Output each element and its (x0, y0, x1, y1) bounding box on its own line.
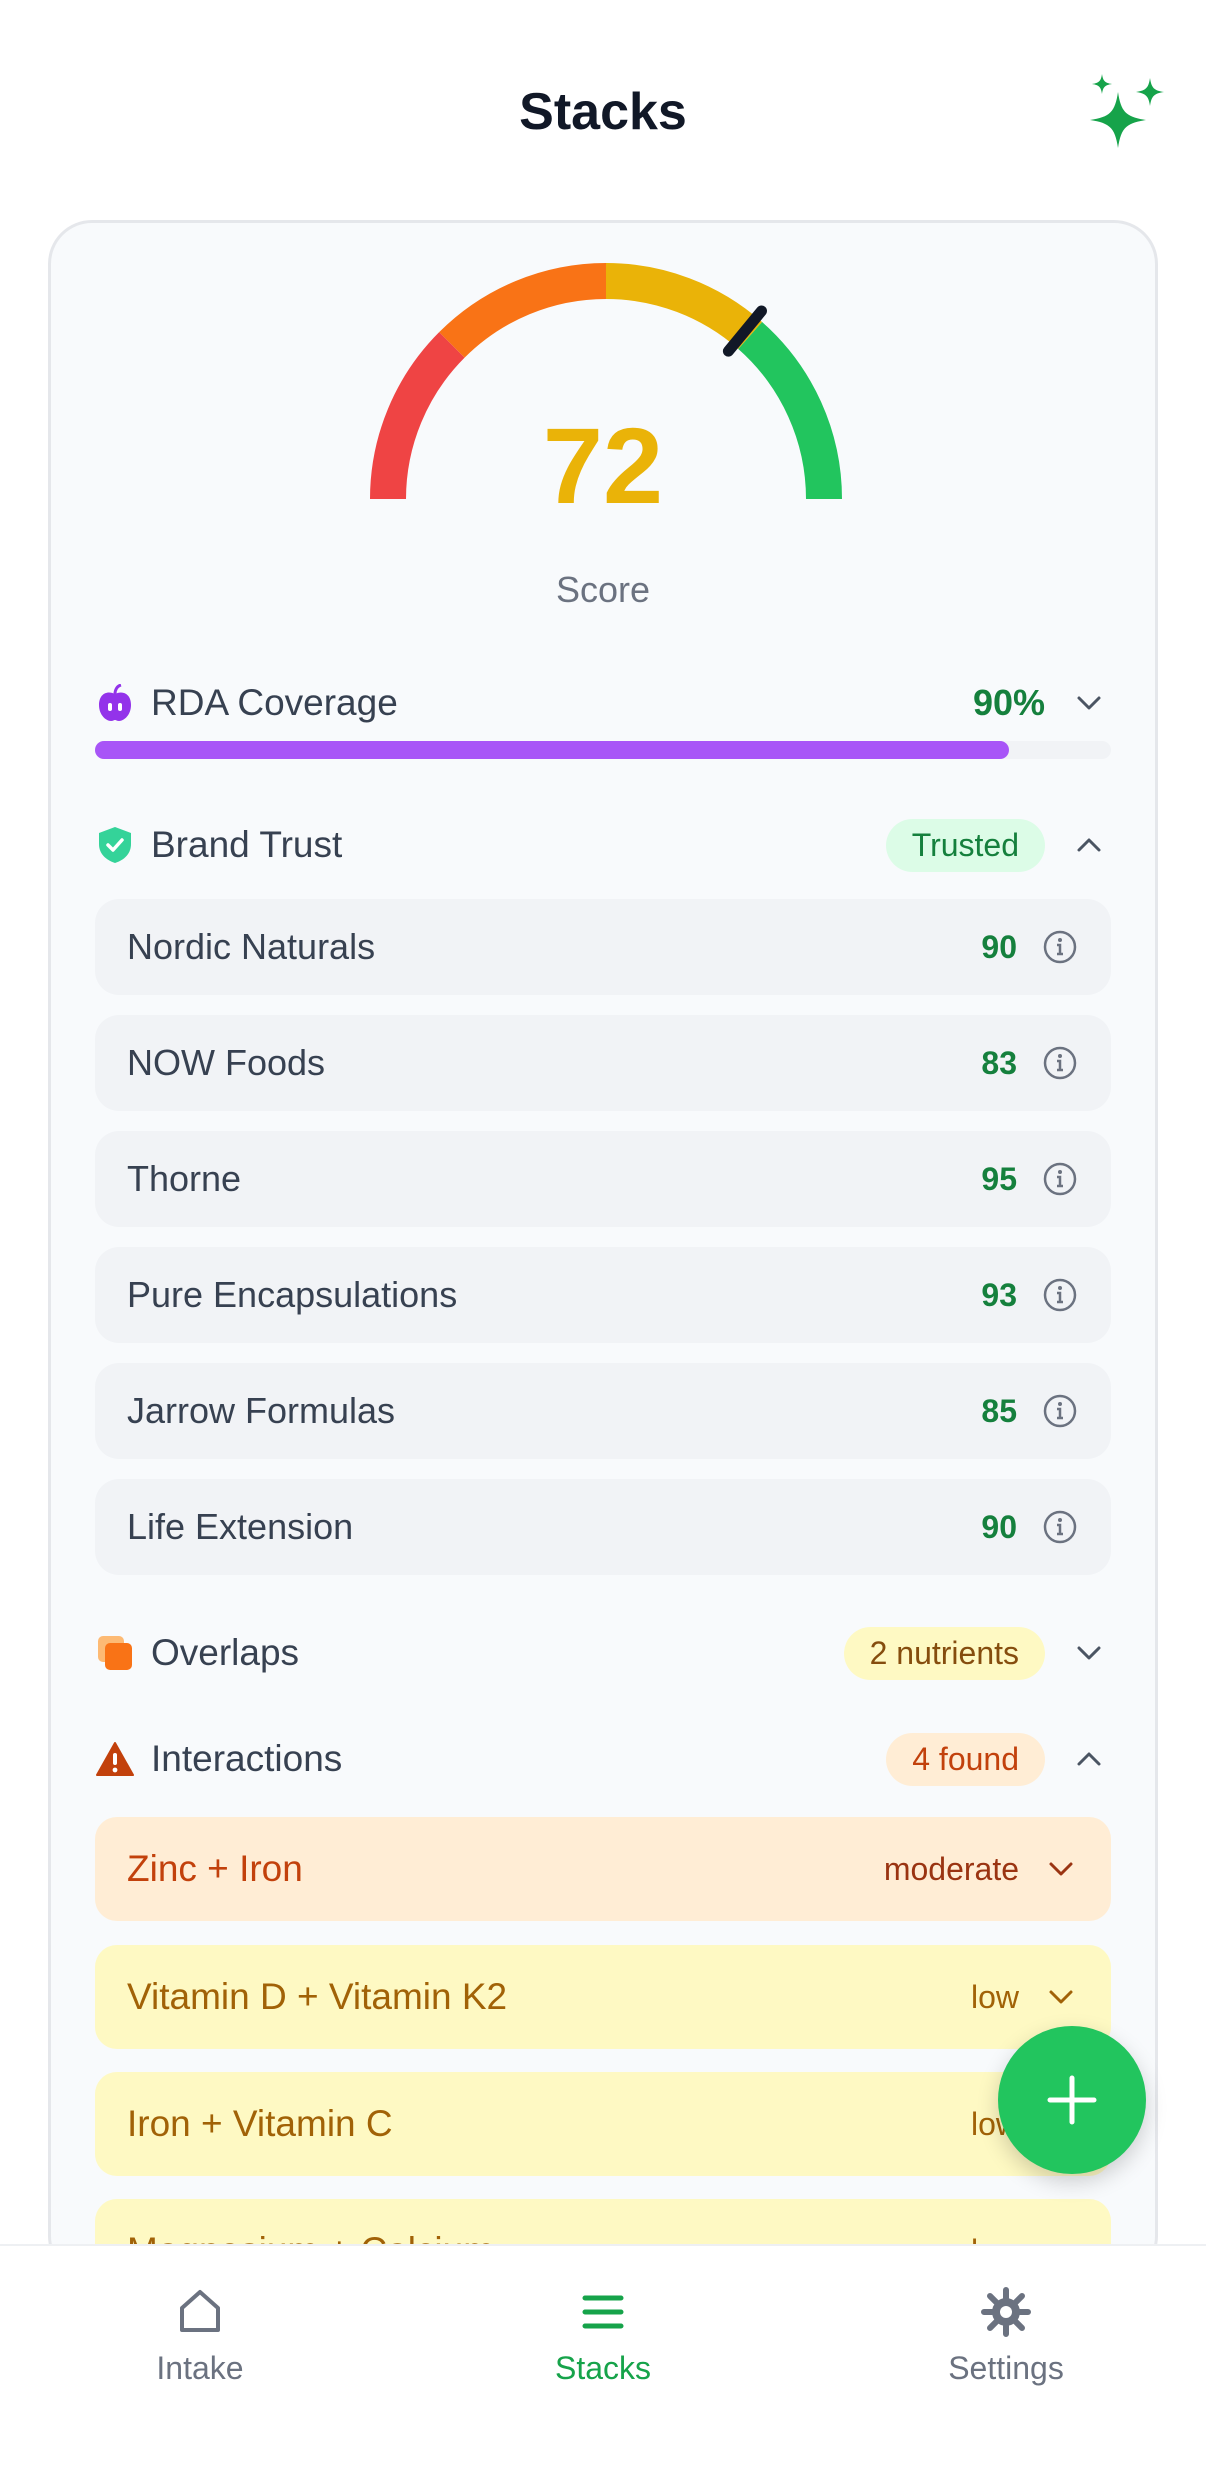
chevron-up-icon[interactable] (1067, 823, 1111, 867)
brand-score: 83 (981, 1044, 1017, 1081)
brand-row: NOW Foods 83 (95, 1015, 1111, 1111)
brand-name: Pure Encapsulations (127, 1274, 458, 1315)
rda-coverage-header[interactable]: RDA Coverage 90% (95, 673, 1111, 733)
shield-check-icon (95, 825, 135, 865)
tab-label: Settings (948, 2350, 1064, 2386)
chevron-down-icon[interactable] (1067, 1631, 1111, 1675)
warning-icon (95, 1739, 135, 1779)
interaction-severity: low (970, 1978, 1019, 2015)
score-gauge (370, 263, 842, 500)
interaction-name: Zinc + Iron (127, 1848, 303, 1889)
brand-name: Nordic Naturals (127, 926, 376, 967)
interaction-row[interactable]: Zinc + Iron moderate (95, 1817, 1111, 1921)
tab-label: Stacks (554, 2350, 652, 2386)
brand-score: 90 (981, 1508, 1017, 1545)
brand-row: Life Extension 90 (95, 1479, 1111, 1575)
brand-score: 85 (981, 1392, 1017, 1429)
header: Stacks (0, 0, 1206, 220)
brand-score: 95 (981, 1160, 1017, 1197)
gauge-segment-red (370, 332, 465, 500)
info-icon[interactable] (1041, 1276, 1079, 1314)
tab-stacks[interactable]: Stacks (453, 2286, 753, 2387)
chevron-down-icon[interactable] (1043, 1851, 1079, 1887)
score-label: Score (555, 569, 651, 610)
rda-coverage-title: RDA Coverage (151, 682, 398, 723)
brand-score: 93 (981, 1276, 1017, 1313)
info-icon[interactable] (1041, 1392, 1079, 1430)
plus-icon (1047, 2075, 1097, 2125)
overlaps-count-badge: 2 nutrients (843, 1626, 1045, 1680)
stack-summary-card: 72 Score RDA Coverage 90% Brand Trust (48, 220, 1158, 2280)
menu-lines-icon (582, 2295, 624, 2329)
interaction-name: Vitamin D + Vitamin K2 (127, 1976, 508, 2017)
tab-label: Intake (156, 2350, 244, 2386)
brand-trust-title: Brand Trust (151, 824, 343, 865)
brand-trust-header[interactable]: Brand Trust Trusted (95, 815, 1111, 875)
layers-icon (95, 1633, 135, 1673)
home-icon (180, 2290, 220, 2332)
interactions-title: Interactions (151, 1738, 343, 1779)
interaction-severity: moderate (883, 1850, 1019, 1887)
brand-row: Thorne 95 (95, 1131, 1111, 1227)
overlaps-header[interactable]: Overlaps 2 nutrients (95, 1623, 1111, 1683)
brand-row: Nordic Naturals 90 (95, 899, 1111, 995)
interaction-row[interactable]: Iron + Vitamin C low (95, 2072, 1111, 2176)
chevron-down-icon[interactable] (1043, 1979, 1079, 2015)
bottom-tab-bar: Intake Stacks Settings (0, 2244, 1206, 2492)
tab-settings[interactable]: Settings (856, 2286, 1156, 2387)
gauge-segment-green (738, 322, 842, 500)
page-title: Stacks (519, 83, 687, 141)
info-icon[interactable] (1041, 928, 1079, 966)
overlaps-title: Overlaps (151, 1632, 300, 1673)
info-icon[interactable] (1041, 1044, 1079, 1082)
interactions-count-badge: 4 found (886, 1732, 1045, 1786)
tab-intake[interactable]: Intake (50, 2286, 350, 2387)
brand-name: Life Extension (127, 1506, 354, 1547)
rda-coverage-percent: 90% (972, 682, 1045, 723)
info-icon[interactable] (1041, 1508, 1079, 1546)
chevron-down-icon[interactable] (1067, 681, 1111, 725)
brand-row: Pure Encapsulations 93 (95, 1247, 1111, 1343)
apple-icon (95, 683, 135, 723)
trust-status-badge: Trusted (885, 818, 1045, 872)
interaction-row[interactable]: Vitamin D + Vitamin K2 low (95, 1945, 1111, 2049)
score-value: 72 (542, 405, 664, 526)
chevron-up-icon[interactable] (1067, 1737, 1111, 1781)
brand-name: Thorne (127, 1158, 242, 1199)
gauge-needle (722, 305, 767, 357)
gauge-segment-orange (439, 263, 607, 358)
rda-coverage-progress-fill (95, 741, 1010, 759)
rda-coverage-progress (95, 741, 1111, 759)
interactions-header[interactable]: Interactions 4 found (95, 1729, 1111, 1789)
info-icon[interactable] (1041, 1160, 1079, 1198)
sparkles-icon[interactable] (1082, 70, 1170, 158)
brand-row: Jarrow Formulas 85 (95, 1363, 1111, 1459)
gauge-segment-yellow (605, 263, 763, 350)
gear-icon (981, 2287, 1031, 2337)
add-button[interactable] (998, 2026, 1146, 2174)
brand-score: 90 (981, 928, 1017, 965)
interaction-name: Iron + Vitamin C (127, 2103, 393, 2144)
brand-name: Jarrow Formulas (127, 1390, 396, 1431)
brand-name: NOW Foods (127, 1042, 326, 1083)
